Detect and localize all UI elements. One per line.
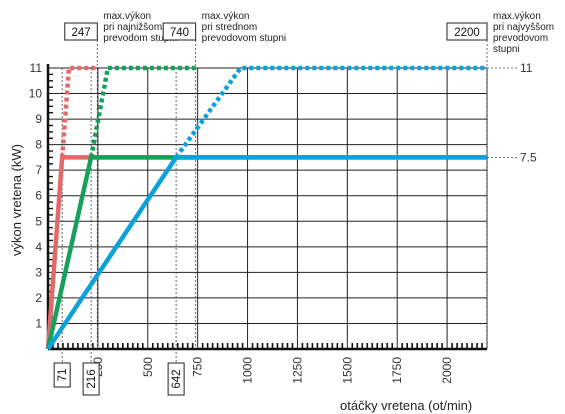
right-value-label: 7.5	[520, 150, 537, 164]
bottom-value-label: 216	[86, 369, 98, 388]
y-tick-label: 4	[35, 240, 42, 254]
y-tick-label: 11	[30, 61, 43, 75]
series-lines	[45, 65, 487, 351]
x-tick-label: 1000	[241, 357, 255, 384]
top-note-line: stupni	[493, 44, 520, 55]
top-value-label: 247	[71, 27, 90, 39]
x-axis-title: otáčky vretena (ot/min)	[340, 398, 472, 413]
bottom-value-box	[82, 362, 100, 396]
bottom-value-box	[167, 362, 185, 396]
top-value-label: 2200	[454, 27, 480, 39]
y-tick-label: 9	[35, 112, 42, 126]
y-tick-label: 1	[35, 316, 42, 330]
top-value-box	[446, 22, 488, 41]
top-value-box	[162, 22, 197, 41]
y-tick-label: 3	[35, 265, 42, 279]
top-note-line: pri najnižšom	[103, 22, 162, 33]
y-tick-label: 7	[35, 163, 42, 177]
top-note-line: prevodom stupni	[103, 33, 177, 44]
tick-labels: 1234567891011250500750100012501500175020…	[29, 61, 537, 384]
bottom-value-label: 642	[171, 369, 183, 388]
x-tick-label: 500	[141, 357, 155, 377]
top-value-label: 740	[170, 27, 189, 39]
top-note-line: max.výkon	[493, 11, 541, 22]
x-tick-label: 750	[191, 357, 205, 377]
y-axis-title: výkon vretena (kW)	[9, 144, 24, 256]
y-tick-label: 10	[29, 87, 43, 101]
x-tick-label: 1750	[390, 357, 404, 384]
series-dotted-line	[88, 65, 196, 158]
grid	[48, 67, 488, 349]
top-note-line: max.výkon	[103, 11, 151, 22]
top-note-line: prevodovom	[493, 33, 548, 44]
guide-lines	[61, 40, 517, 363]
x-tick-label: 1250	[290, 357, 304, 384]
series-solid-line	[46, 155, 487, 351]
y-tick-label: 6	[35, 189, 42, 203]
bottom-value-box	[53, 362, 71, 388]
series-dotted-line	[59, 65, 98, 158]
top-note-line: max.výkon	[202, 11, 250, 22]
x-tick-label: 1500	[340, 357, 354, 384]
series-solid-line	[45, 155, 196, 350]
top-note-line: pri najvyššom	[493, 22, 554, 33]
top-note-line: prevodovom stupni	[202, 33, 287, 44]
y-tick-label: 8	[35, 138, 42, 152]
y-tick-label: 2	[35, 291, 42, 305]
top-note-line: pri strednom	[202, 22, 258, 33]
x-tick-label: 2000	[440, 357, 454, 384]
y-tick-label: 5	[35, 214, 42, 228]
top-value-box	[64, 22, 98, 41]
axes	[46, 64, 487, 351]
right-value-label: 11	[520, 61, 533, 75]
bottom-value-label: 71	[57, 369, 69, 382]
series-dotted-line	[174, 65, 487, 159]
